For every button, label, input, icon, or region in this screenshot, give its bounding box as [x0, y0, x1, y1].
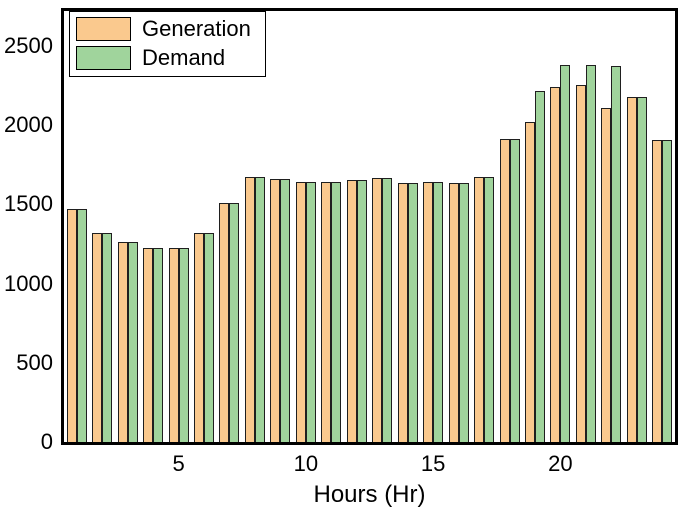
y-tick-label-2000: 2000	[4, 112, 53, 138]
bar-demand-hour-12	[356, 179, 367, 442]
bar-demand-hour-16	[458, 182, 469, 442]
bar-generation-hour-8	[244, 177, 255, 442]
bar-demand-hour-8	[254, 177, 265, 442]
bar-generation-hour-3	[117, 242, 128, 442]
x-tick-label-20: 20	[548, 451, 573, 476]
x-tick-label-10: 10	[293, 451, 319, 476]
y-tick-label-500: 500	[16, 349, 53, 375]
bar-demand-hour-1	[76, 209, 87, 442]
legend-item-generation: Generation	[76, 16, 251, 42]
bar-generation-hour-14	[397, 182, 408, 442]
bar-generation-hour-9	[270, 178, 281, 442]
x-axis-title: Hours (Hr)	[313, 481, 426, 508]
bar-generation-hour-22	[601, 107, 612, 442]
bar-generation-hour-10	[295, 182, 306, 442]
bar-generation-hour-17	[474, 176, 485, 442]
bar-demand-hour-20	[560, 64, 571, 442]
bar-generation-hour-20	[550, 87, 561, 442]
bar-generation-hour-18	[499, 138, 510, 442]
legend: Generation Demand	[69, 11, 266, 77]
bar-demand-hour-7	[229, 202, 240, 442]
bar-demand-hour-2	[102, 232, 113, 442]
bar-generation-hour-4	[143, 247, 154, 442]
legend-item-demand: Demand	[76, 45, 251, 71]
x-tick-label-5: 5	[172, 451, 185, 476]
bar-demand-hour-23	[636, 96, 647, 442]
bar-generation-hour-12	[346, 179, 357, 442]
y-tick-label-2500: 2500	[4, 32, 53, 58]
bar-demand-hour-9	[280, 178, 291, 442]
bar-demand-hour-17	[484, 176, 495, 442]
bar-demand-hour-21	[585, 64, 596, 442]
bar-demand-hour-15	[433, 182, 444, 442]
legend-label-generation: Generation	[142, 16, 251, 41]
bar-demand-hour-22	[611, 65, 622, 442]
bar-generation-hour-11	[321, 182, 332, 442]
y-tick-label-0: 0	[40, 429, 53, 454]
bar-generation-hour-5	[168, 247, 179, 442]
bar-demand-hour-18	[509, 138, 520, 442]
bar-generation-hour-21	[575, 85, 586, 442]
bar-demand-hour-24	[662, 140, 673, 442]
bar-demand-hour-13	[382, 178, 393, 442]
bar-generation-hour-1	[66, 209, 77, 442]
bar-generation-hour-15	[423, 182, 434, 442]
demand-swatch	[76, 46, 131, 70]
bar-generation-hour-6	[194, 232, 205, 442]
bar-demand-hour-19	[534, 91, 545, 442]
bar-demand-hour-3	[127, 242, 138, 442]
bar-generation-hour-13	[372, 178, 383, 442]
bar-generation-hour-7	[219, 202, 230, 442]
generation-swatch	[76, 17, 131, 41]
bar-demand-hour-4	[153, 247, 164, 442]
bar-generation-hour-24	[652, 140, 663, 442]
bar-demand-hour-11	[331, 182, 342, 442]
bar-demand-hour-14	[407, 182, 418, 442]
x-tick-label-15: 15	[420, 451, 446, 476]
bar-demand-hour-6	[204, 232, 215, 442]
bar-generation-hour-2	[92, 232, 103, 442]
bar-generation-hour-23	[626, 96, 637, 442]
bar-demand-hour-10	[305, 182, 316, 442]
y-tick-label-1500: 1500	[4, 191, 53, 217]
legend-label-demand: Demand	[142, 45, 226, 70]
bar-generation-hour-16	[448, 182, 459, 442]
bar-generation-hour-19	[524, 121, 535, 442]
bar-demand-hour-5	[178, 247, 189, 442]
plot-area	[61, 8, 678, 445]
y-tick-label-1000: 1000	[4, 270, 53, 296]
